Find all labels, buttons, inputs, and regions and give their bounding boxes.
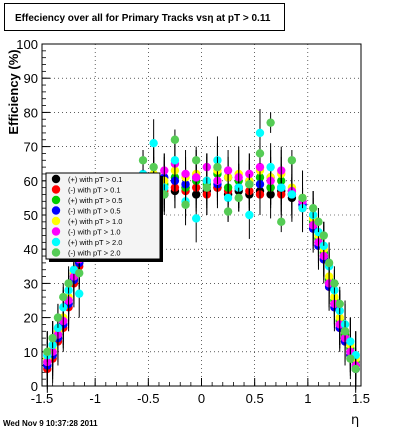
x-tick-label: -0.5 <box>137 391 159 406</box>
data-point <box>75 289 84 298</box>
data-point <box>255 128 265 138</box>
y-axis-label: Efficiency (%) <box>6 49 21 134</box>
legend-label: (-) with pT > 1.0 <box>68 228 121 237</box>
legend-box <box>45 172 161 260</box>
legend-label: (+) with pT > 1.0 <box>68 217 122 226</box>
data-point <box>59 292 68 302</box>
data-point <box>255 162 265 172</box>
y-tick-label: 80 <box>24 105 38 120</box>
data-point <box>223 166 233 175</box>
x-axis-label: η <box>351 413 359 428</box>
data-point <box>43 347 52 356</box>
legend-marker <box>51 227 61 236</box>
data-point <box>346 337 355 346</box>
data-point <box>181 169 190 179</box>
x-tick-label: 0.5 <box>246 391 264 406</box>
legend-marker <box>51 195 61 205</box>
data-point <box>149 162 158 172</box>
y-tick-label: 60 <box>24 174 38 189</box>
data-point <box>191 214 201 223</box>
data-point <box>75 268 84 278</box>
series-8 <box>43 112 360 380</box>
legend-label: (-) with pT > 0.5 <box>68 207 121 216</box>
data-point <box>202 183 212 192</box>
legend-marker <box>51 248 61 257</box>
data-point <box>308 203 318 213</box>
data-point <box>64 279 73 288</box>
y-tick-label: 10 <box>24 345 38 360</box>
data-point <box>330 279 339 288</box>
legend-label: (+) with pT > 2.0 <box>68 238 122 247</box>
data-point <box>170 135 180 144</box>
data-point <box>266 162 275 172</box>
data-point <box>245 210 254 220</box>
legend-label: (+) with pT > 0.5 <box>68 196 122 205</box>
chart-title: Effeciency over all for Primary Tracks v… <box>15 13 271 24</box>
y-tick-label: 20 <box>24 311 38 326</box>
y-tick-label: 0 <box>31 379 38 394</box>
y-tick-label: 100 <box>16 37 38 52</box>
x-tick-label: 1.5 <box>352 391 370 406</box>
data-point <box>351 364 360 374</box>
data-point <box>213 162 222 172</box>
legend-marker <box>51 206 61 215</box>
data-point <box>170 156 180 165</box>
data-point <box>319 231 328 240</box>
y-tick-label: 40 <box>24 242 38 257</box>
data-point <box>335 299 344 309</box>
legend-marker <box>51 174 61 184</box>
data-point <box>138 156 148 165</box>
data-point <box>234 193 243 203</box>
legend-label: (-) with pT > 2.0 <box>68 249 121 258</box>
data-point <box>287 190 297 199</box>
axis-ticks: -1.5 -1 -0.5 0 0.5 1 1.5 0 10 20 30 40 50 60 70 80 90 100 <box>16 37 370 406</box>
legend-marker <box>51 216 61 226</box>
data-point <box>53 313 63 322</box>
y-tick-label: 30 <box>24 276 38 291</box>
y-tick-label: 70 <box>24 140 38 155</box>
data-point <box>223 207 233 216</box>
data-point <box>287 156 297 165</box>
timestamp-footer: Wed Nov 9 10:37:28 2011 <box>3 419 98 428</box>
data-point <box>277 217 286 227</box>
data-point <box>314 217 323 227</box>
data-point <box>149 138 158 148</box>
data-point <box>48 333 57 343</box>
title-box: Effeciency over all for Primary Tracks v… <box>4 3 285 31</box>
x-tick-label: 1 <box>304 391 311 406</box>
legend-label: (+) with pT > 0.1 <box>68 175 122 184</box>
legend: (+) with pT > 0.1(-) with pT > 0.1(+) wi… <box>45 172 163 262</box>
data-point <box>191 173 201 182</box>
legend-marker <box>51 237 61 247</box>
data-point <box>223 193 233 203</box>
data-point <box>340 327 350 336</box>
data-point <box>245 180 254 189</box>
x-tick-label: -1 <box>89 391 101 406</box>
x-tick-label: 0 <box>198 391 205 406</box>
data-point <box>346 354 355 363</box>
data-point <box>255 149 265 158</box>
data-point <box>181 200 190 209</box>
data-point <box>298 193 307 203</box>
data-point <box>191 156 201 165</box>
data-point <box>324 258 334 268</box>
y-tick-label: 50 <box>24 208 38 223</box>
legend-label: (-) with pT > 0.1 <box>68 186 121 195</box>
y-tick-label: 90 <box>24 71 38 86</box>
x-tick-label: -1.5 <box>31 391 53 406</box>
data-point <box>277 183 286 192</box>
legend-marker <box>51 185 61 194</box>
data-point <box>266 118 275 127</box>
